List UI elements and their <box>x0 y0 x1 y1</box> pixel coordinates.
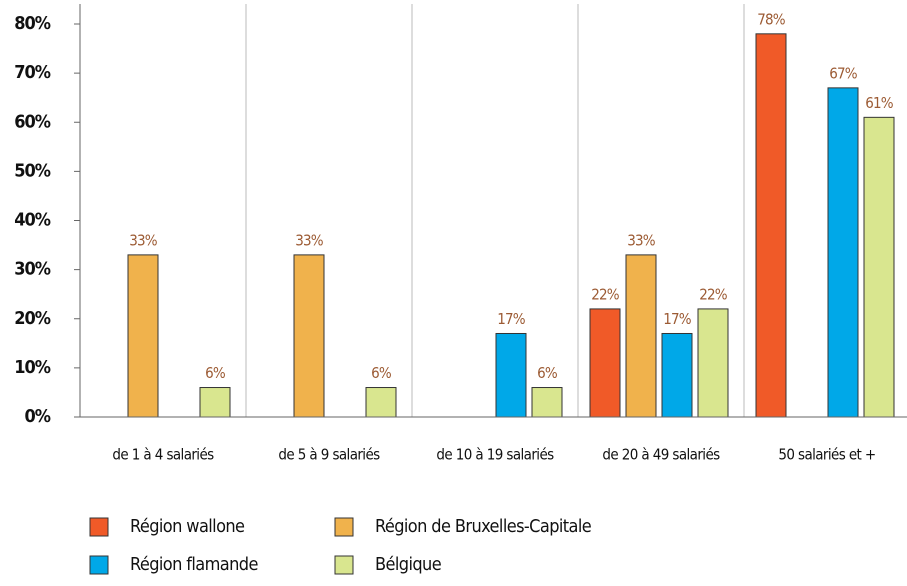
value-label: 78% <box>757 10 786 28</box>
y-tick-label: 60% <box>14 111 51 132</box>
bar <box>293 254 325 418</box>
bar <box>827 87 859 418</box>
x-tick-label: de 10 à 19 salariés <box>436 446 554 464</box>
y-tick-label: 80% <box>14 13 51 34</box>
bar <box>199 387 231 418</box>
value-label: 17% <box>497 310 526 328</box>
value-label: 17% <box>663 310 692 328</box>
bar <box>495 332 527 418</box>
y-tick-label: 20% <box>14 308 51 329</box>
x-tick-label: de 20 à 49 salariés <box>602 446 720 464</box>
legend-label: Bélgique <box>375 554 442 575</box>
y-tick-label: 50% <box>14 160 51 181</box>
value-label: 33% <box>295 231 324 249</box>
x-tick-label: de 1 à 4 salariés <box>112 446 214 464</box>
bar <box>697 308 729 418</box>
legend-swatch <box>334 555 354 575</box>
legend-swatch <box>89 517 109 537</box>
bar <box>661 332 693 418</box>
y-tick-label: 0% <box>25 406 51 427</box>
bar <box>863 116 895 418</box>
bar <box>531 387 563 418</box>
bar <box>589 308 621 418</box>
value-label: 33% <box>129 231 158 249</box>
legend-swatch <box>89 555 109 575</box>
bar <box>365 387 397 418</box>
y-tick-label: 70% <box>14 62 51 83</box>
value-label: 6% <box>537 364 558 382</box>
bar <box>625 254 657 418</box>
value-label: 22% <box>699 285 728 303</box>
value-label: 6% <box>371 364 392 382</box>
y-tick-label: 40% <box>14 210 51 231</box>
y-tick-label: 30% <box>14 259 51 280</box>
value-label: 33% <box>627 231 656 249</box>
bar <box>755 33 787 418</box>
legend-swatch <box>334 517 354 537</box>
x-tick-label: 50 salariés et + <box>778 446 875 464</box>
x-tick-label: de 5 à 9 salariés <box>278 446 380 464</box>
value-label: 61% <box>865 94 894 112</box>
value-label: 67% <box>829 64 858 82</box>
legend-label: Région wallone <box>130 516 245 537</box>
value-label: 6% <box>205 364 226 382</box>
value-label: 22% <box>591 285 620 303</box>
y-tick-label: 10% <box>14 357 51 378</box>
legend-label: Région flamande <box>130 554 258 575</box>
legend-label: Région de Bruxelles-Capitale <box>375 516 592 537</box>
bar <box>127 254 159 418</box>
